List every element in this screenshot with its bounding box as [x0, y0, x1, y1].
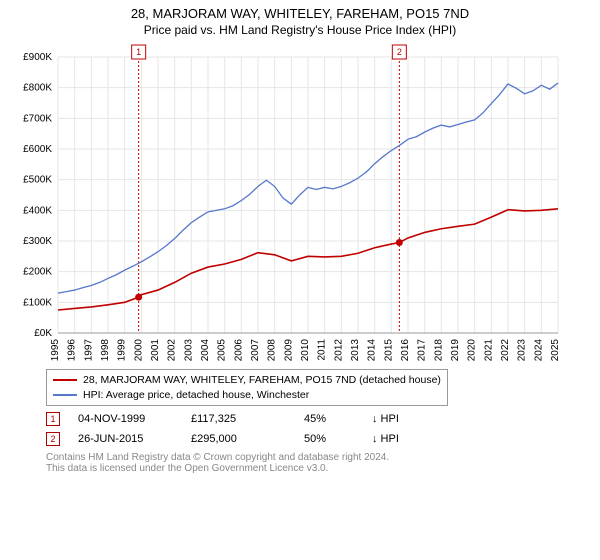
svg-text:2006: 2006: [233, 339, 244, 362]
event-row: 1 04-NOV-1999 £117,325 45% ↓ HPI: [46, 412, 592, 426]
svg-text:2010: 2010: [300, 339, 311, 362]
svg-text:2025: 2025: [550, 339, 561, 362]
svg-text:2020: 2020: [467, 339, 478, 362]
event-pct: 45%: [304, 413, 354, 425]
svg-text:2: 2: [397, 47, 402, 57]
event-price: £117,325: [191, 413, 286, 425]
legend: 28, MARJORAM WAY, WHITELEY, FAREHAM, PO1…: [46, 369, 448, 406]
svg-text:2017: 2017: [417, 339, 428, 362]
legend-label: 28, MARJORAM WAY, WHITELEY, FAREHAM, PO1…: [83, 373, 441, 388]
svg-text:£100K: £100K: [23, 297, 52, 308]
svg-text:2012: 2012: [333, 339, 344, 362]
event-date: 04-NOV-1999: [78, 413, 173, 425]
svg-text:2013: 2013: [350, 339, 361, 362]
event-marker: 2: [46, 432, 60, 446]
chart-svg: £0K £100K £200K £300K £400K £500K £600K £700K £8…: [8, 43, 568, 363]
svg-text:1995: 1995: [50, 339, 61, 362]
svg-text:2023: 2023: [517, 339, 528, 362]
svg-text:2009: 2009: [283, 339, 294, 362]
svg-text:2007: 2007: [250, 339, 261, 362]
svg-text:2002: 2002: [167, 339, 178, 362]
legend-item: HPI: Average price, detached house, Winc…: [53, 388, 441, 403]
legend-swatch: [53, 394, 77, 396]
svg-text:2022: 2022: [500, 339, 511, 362]
svg-text:1996: 1996: [67, 339, 78, 362]
svg-text:2005: 2005: [217, 339, 228, 362]
event-pct: 50%: [304, 433, 354, 445]
event-row: 2 26-JUN-2015 £295,000 50% ↓ HPI: [46, 432, 592, 446]
svg-text:£0K: £0K: [34, 328, 52, 339]
svg-text:2024: 2024: [533, 339, 544, 362]
legend-item: 28, MARJORAM WAY, WHITELEY, FAREHAM, PO1…: [53, 373, 441, 388]
svg-text:£500K: £500K: [23, 175, 52, 186]
svg-text:£900K: £900K: [23, 52, 52, 63]
svg-text:2021: 2021: [483, 339, 494, 362]
svg-text:2011: 2011: [317, 339, 328, 361]
event-price: £295,000: [191, 433, 286, 445]
svg-text:1998: 1998: [100, 339, 111, 362]
svg-text:£700K: £700K: [23, 113, 52, 124]
svg-text:1997: 1997: [83, 339, 94, 362]
svg-text:£300K: £300K: [23, 236, 52, 247]
footer: Contains HM Land Registry data © Crown c…: [46, 452, 592, 474]
svg-text:1999: 1999: [117, 339, 128, 362]
svg-text:2000: 2000: [133, 339, 144, 362]
event-date: 26-JUN-2015: [78, 433, 173, 445]
chart-container: 28, MARJORAM WAY, WHITELEY, FAREHAM, PO1…: [0, 0, 600, 478]
svg-text:2019: 2019: [450, 339, 461, 362]
svg-text:£800K: £800K: [23, 83, 52, 94]
svg-text:2016: 2016: [400, 339, 411, 362]
legend-label: HPI: Average price, detached house, Winc…: [83, 388, 309, 403]
svg-text:£200K: £200K: [23, 267, 52, 278]
chart-plot: £0K £100K £200K £300K £400K £500K £600K £700K £8…: [8, 43, 592, 363]
svg-text:2001: 2001: [150, 339, 161, 362]
svg-text:2018: 2018: [433, 339, 444, 362]
event-vs: ↓ HPI: [372, 433, 399, 445]
chart-title: 28, MARJORAM WAY, WHITELEY, FAREHAM, PO1…: [8, 6, 592, 21]
footer-line2: This data is licensed under the Open Gov…: [46, 463, 592, 474]
event-vs: ↓ HPI: [372, 413, 399, 425]
svg-text:2004: 2004: [200, 339, 211, 362]
svg-text:2015: 2015: [383, 339, 394, 362]
svg-text:1: 1: [136, 47, 141, 57]
svg-text:2008: 2008: [267, 339, 278, 362]
chart-subtitle: Price paid vs. HM Land Registry's House …: [8, 23, 592, 37]
legend-swatch: [53, 379, 77, 381]
svg-text:2003: 2003: [183, 339, 194, 362]
event-table: 1 04-NOV-1999 £117,325 45% ↓ HPI 2 26-JUN-2015…: [46, 412, 592, 446]
footer-line1: Contains HM Land Registry data © Crown c…: [46, 452, 592, 463]
svg-text:2014: 2014: [367, 339, 378, 362]
svg-text:£600K: £600K: [23, 144, 52, 155]
event-marker: 1: [46, 412, 60, 426]
svg-text:£400K: £400K: [23, 205, 52, 216]
